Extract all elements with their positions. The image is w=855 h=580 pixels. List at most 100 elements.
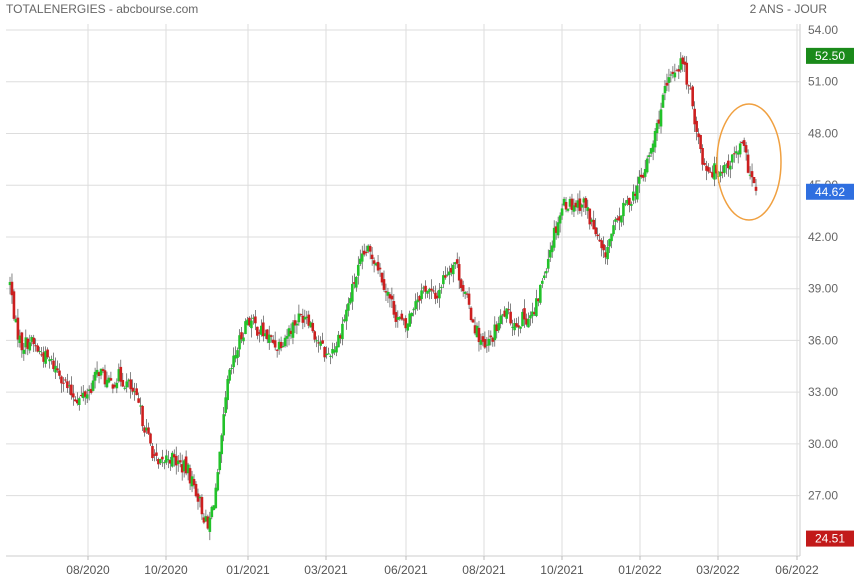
candle-body bbox=[95, 369, 99, 375]
candle bbox=[721, 165, 724, 179]
candle-body bbox=[275, 349, 279, 351]
candle-body bbox=[182, 460, 186, 472]
candle bbox=[570, 193, 574, 215]
candle-body bbox=[79, 395, 83, 397]
candle-body bbox=[576, 200, 580, 208]
candle bbox=[509, 303, 512, 326]
candle-body bbox=[232, 355, 235, 368]
candle-body bbox=[265, 329, 269, 340]
candle bbox=[327, 347, 330, 355]
candle-body bbox=[604, 252, 607, 258]
candle-body bbox=[693, 108, 696, 125]
candle bbox=[87, 385, 91, 401]
candle bbox=[77, 396, 81, 411]
candle-body bbox=[414, 301, 417, 310]
candle bbox=[622, 198, 625, 226]
candle bbox=[521, 308, 524, 327]
candle bbox=[511, 319, 514, 336]
candle-body bbox=[87, 389, 91, 392]
x-tick-label: 03/2022 bbox=[696, 563, 740, 577]
candle-body bbox=[343, 319, 346, 322]
candle-body bbox=[659, 109, 663, 127]
candle-body bbox=[351, 283, 354, 302]
candle bbox=[273, 331, 277, 351]
candle-body bbox=[697, 133, 700, 138]
candle-body bbox=[754, 186, 758, 191]
candle bbox=[382, 270, 386, 292]
high-badge-label: 52.50 bbox=[815, 49, 845, 63]
candle bbox=[267, 325, 271, 350]
candle bbox=[56, 360, 59, 373]
candle-body bbox=[598, 239, 601, 242]
candle bbox=[248, 316, 251, 328]
candle bbox=[537, 298, 540, 307]
candle-body bbox=[254, 316, 257, 324]
candle-body bbox=[501, 314, 505, 316]
candle bbox=[58, 363, 61, 380]
candle-body bbox=[12, 291, 16, 319]
candle-body bbox=[327, 353, 330, 355]
candle bbox=[356, 256, 360, 285]
candle-body bbox=[271, 339, 275, 343]
candle bbox=[260, 319, 263, 337]
candle-body bbox=[641, 174, 645, 178]
candle-body bbox=[657, 119, 661, 124]
candle bbox=[301, 308, 305, 330]
x-tick-label: 06/2021 bbox=[384, 563, 428, 577]
candle bbox=[624, 200, 627, 207]
candle-body bbox=[331, 349, 334, 354]
candle bbox=[354, 276, 358, 292]
candle-body bbox=[726, 160, 730, 169]
candle-body bbox=[701, 148, 704, 165]
candle bbox=[582, 196, 586, 213]
candle bbox=[444, 266, 447, 280]
candle bbox=[463, 290, 467, 299]
candle-body bbox=[216, 472, 220, 491]
candle bbox=[406, 323, 410, 338]
candle-body bbox=[588, 208, 592, 225]
y-tick-label: 54.00 bbox=[808, 23, 838, 37]
candle-body bbox=[109, 378, 113, 381]
last-badge-label: 44.62 bbox=[815, 185, 845, 199]
candle-body bbox=[544, 271, 548, 274]
candle bbox=[14, 315, 18, 323]
candle-body bbox=[32, 337, 36, 345]
candle bbox=[20, 331, 24, 358]
candle-body bbox=[194, 483, 198, 497]
candle-body bbox=[665, 82, 669, 86]
candle-body bbox=[311, 322, 315, 332]
candle-body bbox=[685, 62, 689, 85]
last-badge-bg bbox=[806, 183, 854, 200]
candle-body bbox=[667, 77, 671, 83]
candle bbox=[137, 392, 140, 404]
candle bbox=[329, 354, 332, 365]
candle-body bbox=[36, 345, 40, 352]
candle-body bbox=[321, 340, 324, 344]
candle bbox=[485, 337, 489, 353]
candle-body bbox=[719, 171, 722, 176]
candle bbox=[734, 145, 738, 158]
candle bbox=[309, 321, 313, 328]
candle bbox=[143, 425, 146, 437]
candle-body bbox=[319, 341, 322, 346]
x-tick-label: 01/2021 bbox=[226, 563, 270, 577]
candle-body bbox=[566, 208, 570, 211]
candle-body bbox=[618, 216, 621, 221]
candle bbox=[723, 162, 726, 177]
x-tick-label: 08/2021 bbox=[462, 563, 506, 577]
candle-body bbox=[315, 340, 319, 342]
candle bbox=[172, 449, 176, 467]
candle-body bbox=[410, 312, 413, 317]
candle bbox=[657, 110, 661, 129]
candle bbox=[305, 310, 309, 325]
y-tick-label: 33.00 bbox=[808, 385, 838, 399]
candle-body bbox=[339, 335, 342, 339]
candle-body bbox=[711, 172, 714, 178]
candles bbox=[8, 52, 758, 541]
candle bbox=[687, 84, 691, 94]
candle bbox=[695, 116, 698, 141]
candle bbox=[653, 128, 657, 153]
candle-body bbox=[683, 61, 687, 65]
candle bbox=[167, 450, 170, 469]
